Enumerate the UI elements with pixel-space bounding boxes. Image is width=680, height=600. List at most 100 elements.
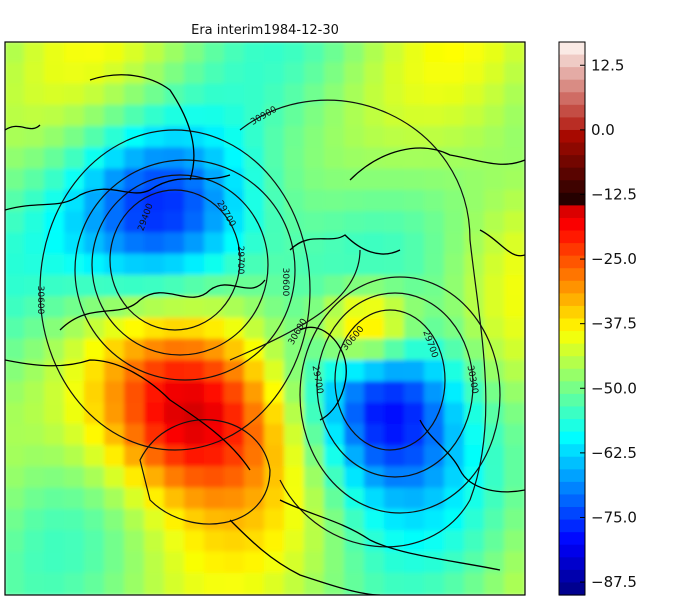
heat-cell [84,572,106,595]
heat-cell [484,445,506,469]
heat-cell [344,530,366,554]
heat-cell [364,253,386,277]
heat-cell [264,189,286,214]
heat-cell [84,445,106,469]
heat-cell [44,381,66,405]
heat-cell [164,147,186,171]
heat-cell [44,274,66,299]
heat-cell [84,104,106,129]
heat-cell [364,317,386,341]
heat-cell [504,360,525,384]
heat-cell [24,83,46,107]
heat-cell [44,572,66,595]
heat-cell [464,253,486,277]
heat-cell [24,147,46,171]
heat-cell [264,83,286,107]
heat-cell [244,189,266,214]
heat-cell [104,402,126,426]
heat-cell [244,83,266,107]
heat-cell [304,551,326,575]
heat-cell [124,274,146,299]
heat-cell [364,402,386,426]
coastline [229,519,381,595]
colorbar-segment [559,293,585,307]
heat-cell [5,381,26,405]
heat-cell [264,402,286,426]
colorbar-segment [559,104,585,119]
coastline [289,234,401,255]
heat-cell [5,42,26,65]
contour-label: 29700 [235,246,245,275]
heat-cell [184,253,206,277]
heat-cell [344,360,366,384]
heat-cell [504,530,525,554]
colorbar-segment [559,431,585,445]
heat-cell [144,296,166,320]
heat-cell [424,126,446,150]
heat-cell [364,147,386,171]
heat-cell [5,360,26,384]
heat-cell [124,338,146,363]
heat-cell [164,487,186,511]
heat-cell [24,317,46,341]
heat-cell [484,508,506,533]
heat-cell [5,126,26,150]
heat-cell [404,211,426,235]
heat-cell [364,232,386,256]
heat-cell [384,381,406,405]
heat-cell [424,274,446,299]
coastline [59,279,266,331]
heat-cell [244,168,266,192]
heat-cell [344,402,366,426]
heat-cell [344,83,366,107]
heat-cell [164,317,186,341]
heat-cell [504,572,525,595]
heat-cell [64,317,86,341]
heat-cell [124,147,146,171]
heat-cell [44,232,66,256]
heat-cell [204,466,226,490]
heat-cell [224,232,246,256]
heat-cell [504,551,525,575]
heat-cell [504,211,525,235]
heat-cell [5,211,26,235]
heat-cell [204,360,226,384]
heat-cell [444,232,466,256]
heat-cell [464,274,486,299]
heat-cell [104,42,126,65]
heat-cell [364,168,386,192]
heat-cell [364,360,386,384]
heat-cell [184,572,206,595]
heat-cell [204,211,226,235]
heat-cell [284,572,306,595]
heat-cell [504,83,525,107]
heat-cell [244,317,266,341]
heat-cell [404,232,426,256]
heat-cell [324,508,346,533]
heat-cell [324,42,346,65]
heat-cell [244,104,266,129]
heat-cell [144,508,166,533]
heat-cell [44,402,66,426]
heat-cell [164,551,186,575]
heat-cell [384,62,406,86]
heat-cell [44,147,66,171]
heat-cell [224,104,246,129]
heat-cell [104,147,126,171]
heat-cell [104,62,126,86]
heat-cell [184,211,206,235]
colorbar-segment [559,67,585,81]
heat-cell [44,551,66,575]
heat-cell [304,466,326,490]
heat-cell [464,126,486,150]
heat-cell [24,381,46,405]
heat-cell [64,338,86,363]
colorbar-segment [559,444,585,458]
heat-cell [224,62,246,86]
heat-cell [484,189,506,214]
heat-cell [384,126,406,150]
heat-cell [204,530,226,554]
heat-cell [304,189,326,214]
heat-cell [444,274,466,299]
heat-cell [384,360,406,384]
